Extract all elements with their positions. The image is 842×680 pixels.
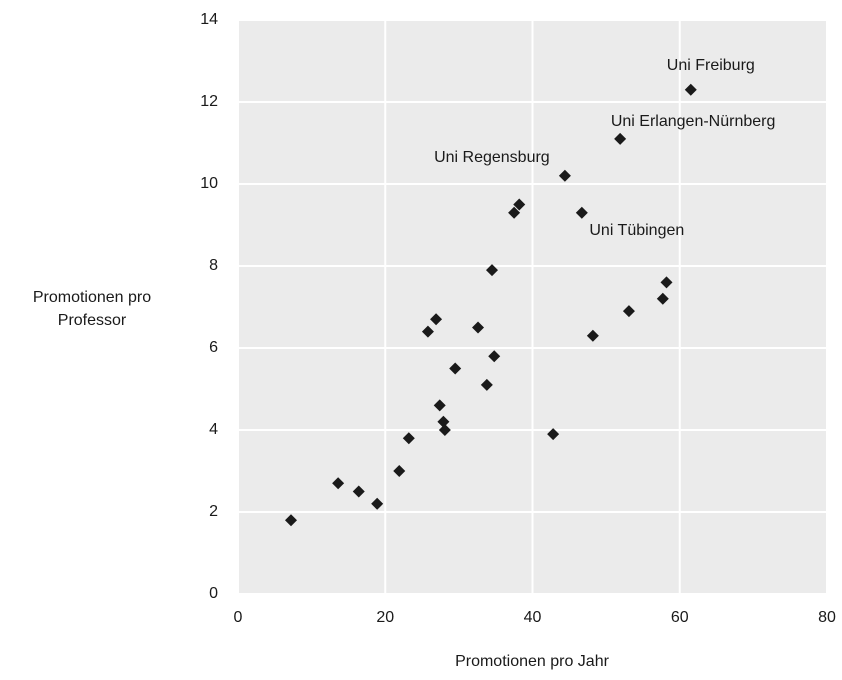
point bbox=[547, 428, 560, 441]
point bbox=[660, 276, 673, 289]
point bbox=[371, 497, 384, 510]
y-tick-label: 12 bbox=[200, 93, 218, 110]
point bbox=[433, 399, 446, 412]
y-tick-label: 6 bbox=[209, 339, 218, 356]
y-tick-label: 2 bbox=[209, 503, 218, 520]
x-axis-label: Promotionen pro Jahr bbox=[455, 653, 610, 670]
x-tick-label: 60 bbox=[671, 609, 689, 626]
point bbox=[614, 132, 627, 145]
point bbox=[486, 264, 499, 277]
y-tick-label: 4 bbox=[209, 421, 218, 438]
point bbox=[508, 206, 521, 219]
point bbox=[684, 83, 697, 96]
y-tick-label: 0 bbox=[209, 585, 218, 602]
x-tick-label: 40 bbox=[524, 609, 542, 626]
point bbox=[558, 169, 571, 182]
point bbox=[421, 325, 434, 338]
point bbox=[472, 321, 485, 334]
point bbox=[438, 424, 451, 436]
x-tick-label: 80 bbox=[818, 609, 836, 626]
annotation: Uni Erlangen-Nürnberg bbox=[611, 113, 776, 130]
y-axis-label: Professor bbox=[58, 312, 127, 329]
annotation: Uni Regensburg bbox=[434, 149, 550, 166]
point bbox=[480, 378, 493, 391]
point bbox=[586, 329, 599, 342]
point bbox=[332, 477, 345, 490]
annotation: Uni Tübingen bbox=[589, 222, 684, 239]
point bbox=[430, 313, 443, 326]
point bbox=[513, 198, 526, 211]
y-axis-label: Promotionen pro bbox=[33, 289, 151, 306]
x-tick-label: 0 bbox=[234, 609, 243, 626]
y-tick-label: 8 bbox=[209, 257, 218, 274]
point bbox=[575, 206, 588, 219]
point bbox=[622, 305, 635, 318]
point bbox=[402, 432, 415, 445]
point bbox=[437, 415, 450, 428]
point bbox=[488, 350, 501, 363]
point bbox=[656, 292, 669, 305]
annotation: Uni Freiburg bbox=[667, 57, 755, 74]
y-tick-label: 14 bbox=[200, 11, 218, 28]
x-tick-label: 20 bbox=[376, 609, 394, 626]
point bbox=[393, 465, 406, 477]
y-tick-label: 10 bbox=[200, 175, 218, 192]
point bbox=[449, 362, 462, 375]
point bbox=[352, 485, 365, 498]
point bbox=[285, 514, 298, 527]
